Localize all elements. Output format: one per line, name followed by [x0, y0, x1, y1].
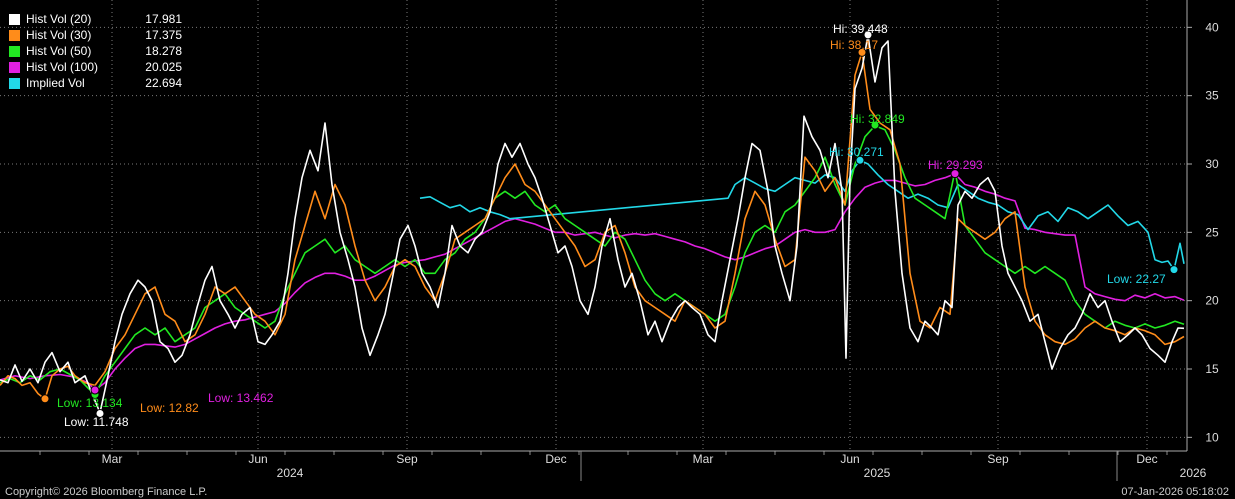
y-tick-label: 20	[1205, 294, 1219, 308]
legend-swatch	[8, 60, 21, 74]
y-tick-label: 30	[1205, 157, 1219, 171]
x-tick-label: Jun	[840, 452, 859, 466]
annotation-marker	[857, 47, 867, 57]
annotation-label: Low: 13.462	[208, 391, 274, 405]
annotation-marker	[95, 408, 105, 418]
x-tick-label: Mar	[102, 452, 123, 466]
x-year-label: 2025	[864, 466, 891, 480]
legend-item-hv20[interactable]: Hist Vol (20) 17.981	[8, 11, 182, 27]
annotation-marker	[90, 385, 100, 395]
series-line	[0, 124, 1185, 396]
annotation-label: Low: 22.27	[1107, 272, 1166, 286]
y-tick-label: 35	[1205, 89, 1219, 103]
annotation-marker	[863, 30, 873, 40]
legend-label: Hist Vol (20)	[26, 12, 92, 26]
x-tick-label: Mar	[693, 452, 714, 466]
legend-label: Hist Vol (30)	[26, 28, 92, 42]
series-line	[0, 172, 1185, 391]
legend-value: 22.694	[145, 76, 182, 90]
x-year-label: 2024	[277, 466, 304, 480]
legend-value: 20.025	[145, 60, 182, 74]
y-tick-label: 10	[1205, 430, 1219, 444]
legend-label: Hist Vol (50)	[26, 44, 92, 58]
timestamp-text: 07-Jan-2026 05:18:02	[1121, 486, 1229, 498]
annotation-label: Hi: 29.293	[928, 158, 983, 172]
legend-value: 18.278	[145, 44, 182, 58]
y-tick-label: 15	[1205, 362, 1219, 376]
legend-label: Hist Vol (100)	[26, 60, 99, 74]
legend-item-hv50[interactable]: Hist Vol (50) 18.278	[8, 43, 182, 59]
series-line	[0, 51, 1185, 400]
annotation-marker	[950, 169, 960, 179]
annotation-label: Hi: 30.271	[829, 145, 884, 159]
annotation-marker	[1169, 265, 1179, 275]
legend-swatch	[8, 28, 21, 42]
legend-swatch	[8, 12, 21, 26]
legend-value: 17.981	[145, 12, 182, 26]
series-line	[0, 34, 1185, 414]
legend-swatch	[8, 44, 21, 58]
x-tick-label: Sep	[396, 452, 418, 466]
x-tick-label: Sep	[987, 452, 1009, 466]
annotation-marker	[40, 394, 50, 404]
series-line	[419, 159, 1185, 271]
annotation-label: Low: 11.748	[64, 415, 129, 429]
annotation-label: Hi: 39.448	[833, 22, 888, 36]
annotation-label: Hi: 38.17	[830, 38, 878, 52]
legend-item-hv30[interactable]: Hist Vol (30) 17.375	[8, 27, 182, 43]
x-tick-label: Dec	[1136, 452, 1157, 466]
annotation-label: Low: 12.82	[140, 401, 199, 415]
y-tick-label: 25	[1205, 225, 1219, 239]
annotation-label: Hi: 32.849	[850, 112, 905, 126]
annotation-marker	[855, 155, 865, 165]
annotation-label: Low: 13.134	[57, 396, 123, 410]
y-tick-label: 40	[1205, 20, 1219, 34]
legend: Hist Vol (20) 17.981 Hist Vol (30) 17.37…	[8, 11, 182, 91]
legend-item-hv100[interactable]: Hist Vol (100) 20.025	[8, 59, 182, 75]
legend-swatch	[8, 76, 21, 90]
annotation-marker	[870, 120, 880, 130]
x-year-label: 2026	[1180, 466, 1207, 480]
legend-item-implied[interactable]: Implied Vol 22.694	[8, 75, 182, 91]
copyright-text: Copyright© 2026 Bloomberg Finance L.P.	[5, 486, 208, 498]
legend-value: 17.375	[145, 28, 182, 42]
x-tick-label: Jun	[248, 452, 267, 466]
legend-label: Implied Vol	[26, 76, 85, 90]
x-tick-label: Dec	[545, 452, 566, 466]
